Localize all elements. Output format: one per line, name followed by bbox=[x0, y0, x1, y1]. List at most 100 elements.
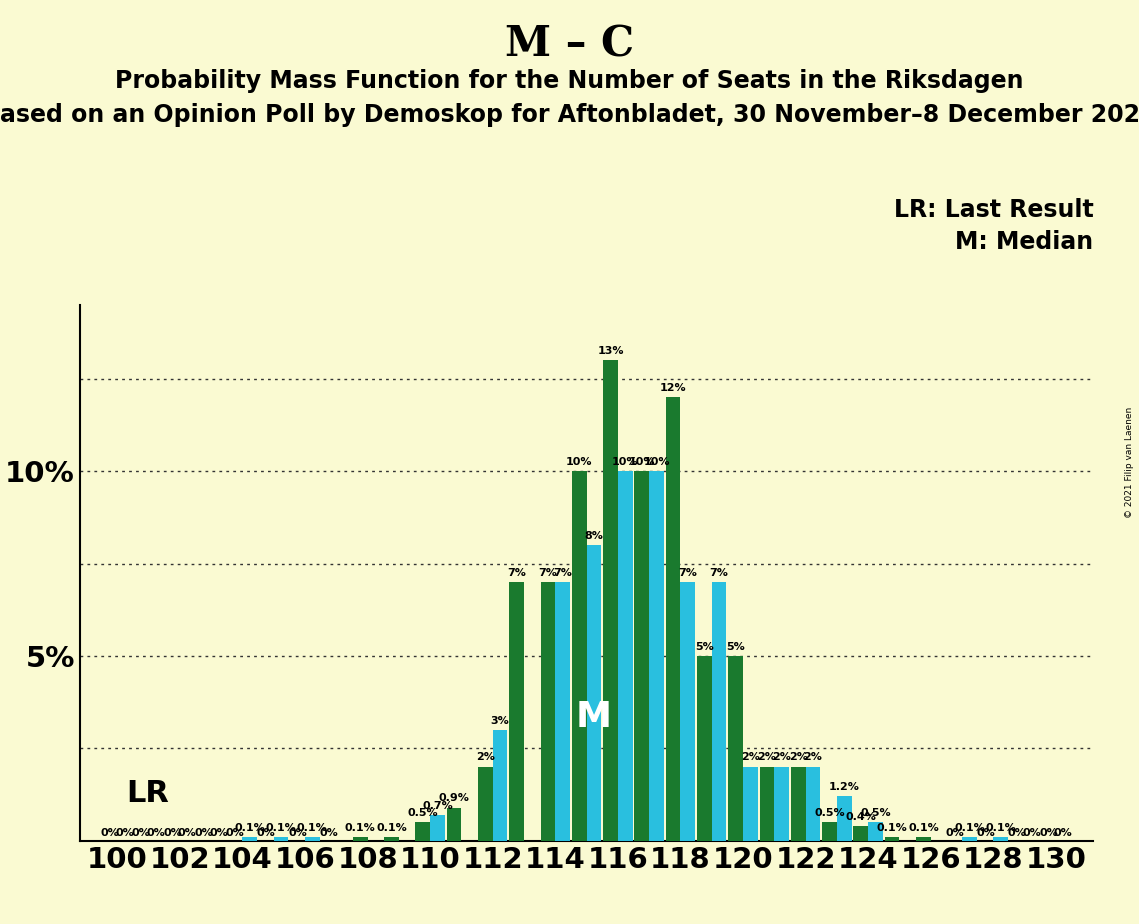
Bar bbox=[509, 582, 524, 841]
Text: 0.1%: 0.1% bbox=[985, 822, 1016, 833]
Text: LR: LR bbox=[126, 779, 170, 808]
Text: 0.1%: 0.1% bbox=[908, 822, 939, 833]
Bar bbox=[775, 767, 789, 841]
Text: 0%: 0% bbox=[147, 828, 165, 838]
Bar bbox=[243, 837, 257, 841]
Bar bbox=[962, 837, 977, 841]
Text: 0.1%: 0.1% bbox=[345, 822, 376, 833]
Text: 0.5%: 0.5% bbox=[814, 808, 845, 818]
Text: 2%: 2% bbox=[789, 752, 808, 762]
Text: 0.1%: 0.1% bbox=[877, 822, 908, 833]
Bar bbox=[604, 360, 617, 841]
Text: © 2021 Filip van Laenen: © 2021 Filip van Laenen bbox=[1125, 407, 1134, 517]
Text: 5%: 5% bbox=[727, 641, 745, 651]
Bar bbox=[916, 837, 931, 841]
Text: 12%: 12% bbox=[659, 383, 687, 393]
Text: 0%: 0% bbox=[1039, 828, 1058, 838]
Text: M – C: M – C bbox=[505, 23, 634, 65]
Bar bbox=[416, 822, 431, 841]
Bar bbox=[556, 582, 570, 841]
Bar bbox=[353, 837, 368, 841]
Bar bbox=[728, 656, 743, 841]
Text: 10%: 10% bbox=[566, 456, 592, 467]
Text: 3%: 3% bbox=[491, 715, 509, 725]
Text: 0%: 0% bbox=[195, 828, 213, 838]
Text: 0.1%: 0.1% bbox=[376, 822, 407, 833]
Text: 7%: 7% bbox=[679, 567, 697, 578]
Bar bbox=[885, 837, 900, 841]
Bar bbox=[634, 471, 649, 841]
Text: 0.1%: 0.1% bbox=[235, 822, 265, 833]
Text: 7%: 7% bbox=[710, 567, 729, 578]
Bar bbox=[868, 822, 883, 841]
Bar bbox=[446, 808, 461, 841]
Bar bbox=[572, 471, 587, 841]
Bar bbox=[790, 767, 805, 841]
Text: 2%: 2% bbox=[772, 752, 792, 762]
Text: M: Median: M: Median bbox=[956, 230, 1093, 254]
Bar bbox=[697, 656, 712, 841]
Text: 5%: 5% bbox=[695, 641, 714, 651]
Bar bbox=[712, 582, 727, 841]
Text: 8%: 8% bbox=[584, 530, 604, 541]
Bar bbox=[822, 822, 837, 841]
Text: 0.4%: 0.4% bbox=[845, 811, 876, 821]
Text: 0.7%: 0.7% bbox=[423, 800, 453, 810]
Bar bbox=[680, 582, 695, 841]
Text: 0%: 0% bbox=[1023, 828, 1041, 838]
Bar bbox=[993, 837, 1008, 841]
Text: 0%: 0% bbox=[163, 828, 182, 838]
Bar bbox=[273, 837, 288, 841]
Text: 0%: 0% bbox=[210, 828, 228, 838]
Text: M: M bbox=[576, 699, 612, 734]
Text: 0%: 0% bbox=[100, 828, 120, 838]
Text: 7%: 7% bbox=[539, 567, 557, 578]
Text: 0.5%: 0.5% bbox=[860, 808, 891, 818]
Text: 0.1%: 0.1% bbox=[265, 822, 296, 833]
Text: 0%: 0% bbox=[178, 828, 197, 838]
Bar bbox=[743, 767, 757, 841]
Text: 0%: 0% bbox=[976, 828, 995, 838]
Text: 1.2%: 1.2% bbox=[829, 782, 860, 792]
Text: 0%: 0% bbox=[1008, 828, 1026, 838]
Bar bbox=[853, 826, 868, 841]
Bar bbox=[384, 837, 399, 841]
Bar bbox=[617, 471, 632, 841]
Text: 13%: 13% bbox=[597, 346, 624, 356]
Bar bbox=[478, 767, 493, 841]
Text: LR: Last Result: LR: Last Result bbox=[894, 198, 1093, 222]
Text: 0%: 0% bbox=[132, 828, 150, 838]
Text: 7%: 7% bbox=[554, 567, 572, 578]
Bar bbox=[587, 545, 601, 841]
Text: 2%: 2% bbox=[803, 752, 822, 762]
Text: 0.9%: 0.9% bbox=[439, 793, 469, 803]
Text: 0%: 0% bbox=[1054, 828, 1073, 838]
Text: 2%: 2% bbox=[476, 752, 494, 762]
Bar bbox=[541, 582, 556, 841]
Text: 0%: 0% bbox=[226, 828, 245, 838]
Bar bbox=[760, 767, 775, 841]
Bar bbox=[305, 837, 320, 841]
Text: 10%: 10% bbox=[629, 456, 655, 467]
Bar bbox=[493, 730, 508, 841]
Text: 2%: 2% bbox=[757, 752, 777, 762]
Text: 0.5%: 0.5% bbox=[408, 808, 439, 818]
Bar bbox=[805, 767, 820, 841]
Text: 7%: 7% bbox=[507, 567, 526, 578]
Text: 0%: 0% bbox=[320, 828, 338, 838]
Text: 0.1%: 0.1% bbox=[954, 822, 985, 833]
Text: Probability Mass Function for the Number of Seats in the Riksdagen: Probability Mass Function for the Number… bbox=[115, 69, 1024, 93]
Text: 10%: 10% bbox=[644, 456, 670, 467]
Bar bbox=[431, 815, 445, 841]
Bar bbox=[649, 471, 664, 841]
Text: 0%: 0% bbox=[257, 828, 276, 838]
Text: 10%: 10% bbox=[612, 456, 639, 467]
Text: 0%: 0% bbox=[288, 828, 308, 838]
Text: 0%: 0% bbox=[115, 828, 134, 838]
Text: Based on an Opinion Poll by Demoskop for Aftonbladet, 30 November–8 December 202: Based on an Opinion Poll by Demoskop for… bbox=[0, 103, 1139, 128]
Bar bbox=[837, 796, 852, 841]
Text: 0.1%: 0.1% bbox=[297, 822, 328, 833]
Text: 0%: 0% bbox=[945, 828, 964, 838]
Text: 2%: 2% bbox=[741, 752, 760, 762]
Bar bbox=[665, 397, 680, 841]
